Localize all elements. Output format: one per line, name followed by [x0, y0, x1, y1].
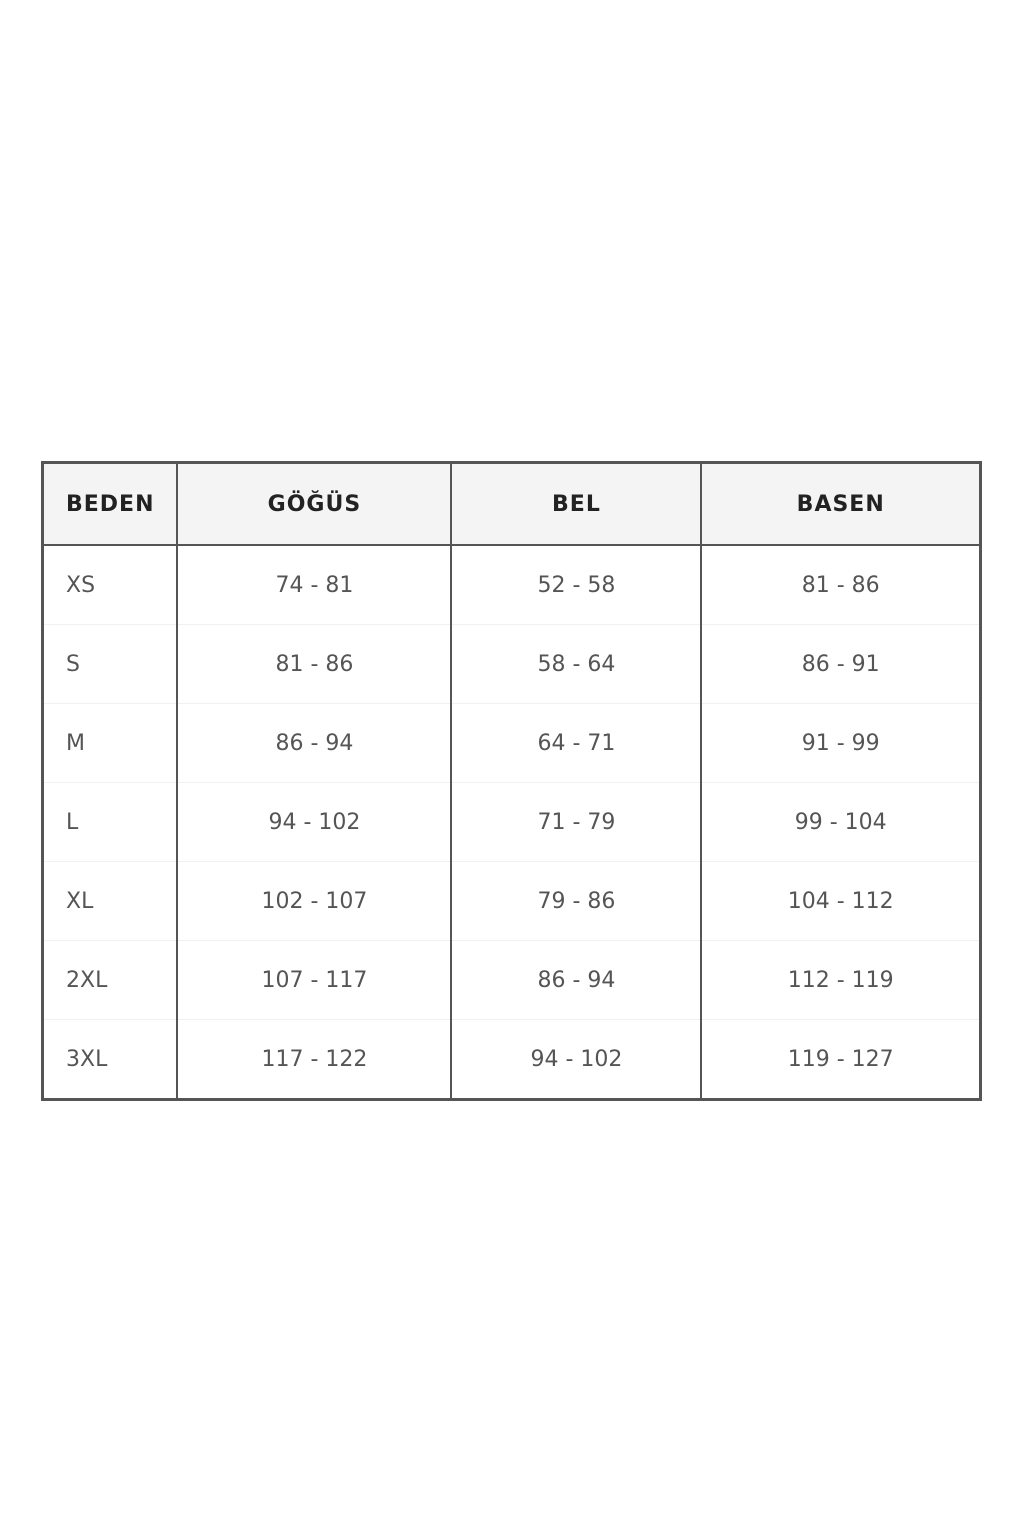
- header-gogus: GÖĞÜS: [176, 462, 453, 546]
- cell-hip: 91 - 99: [700, 703, 982, 783]
- cell-waist: 94 - 102: [450, 1019, 703, 1100]
- cell-hip: 86 - 91: [700, 624, 982, 704]
- cell-chest: 81 - 86: [176, 624, 453, 704]
- table-row: 2XL 107 - 117 86 - 94 112 - 119: [41, 940, 982, 1020]
- cell-chest: 102 - 107: [176, 861, 453, 941]
- header-beden: BEDEN: [41, 462, 179, 546]
- cell-waist: 79 - 86: [450, 861, 703, 941]
- table-row: XS 74 - 81 52 - 58 81 - 86: [41, 545, 982, 625]
- table-row: L 94 - 102 71 - 79 99 - 104: [41, 782, 982, 862]
- cell-waist: 86 - 94: [450, 940, 703, 1020]
- table-row: XL 102 - 107 79 - 86 104 - 112: [41, 861, 982, 941]
- cell-waist: 64 - 71: [450, 703, 703, 783]
- cell-chest: 117 - 122: [176, 1019, 453, 1100]
- table-row: M 86 - 94 64 - 71 91 - 99: [41, 703, 982, 783]
- header-row: BEDEN GÖĞÜS BEL BASEN: [41, 462, 982, 546]
- table-row: S 81 - 86 58 - 64 86 - 91: [41, 624, 982, 704]
- cell-size: 3XL: [41, 1019, 179, 1100]
- cell-hip: 112 - 119: [700, 940, 982, 1020]
- cell-size: XS: [41, 545, 179, 625]
- cell-waist: 52 - 58: [450, 545, 703, 625]
- cell-hip: 104 - 112: [700, 861, 982, 941]
- cell-hip: 99 - 104: [700, 782, 982, 862]
- header-basen: BASEN: [700, 462, 982, 546]
- cell-chest: 107 - 117: [176, 940, 453, 1020]
- cell-hip: 119 - 127: [700, 1019, 982, 1100]
- cell-size: 2XL: [41, 940, 179, 1020]
- cell-chest: 86 - 94: [176, 703, 453, 783]
- cell-size: XL: [41, 861, 179, 941]
- table-row: 3XL 117 - 122 94 - 102 119 - 127: [41, 1019, 982, 1100]
- cell-chest: 74 - 81: [176, 545, 453, 625]
- cell-waist: 58 - 64: [450, 624, 703, 704]
- cell-waist: 71 - 79: [450, 782, 703, 862]
- header-bel: BEL: [450, 462, 703, 546]
- cell-size: L: [41, 782, 179, 862]
- size-chart-table: BEDEN GÖĞÜS BEL BASEN XS 74 - 81 52 - 58 81…: [41, 461, 982, 1101]
- cell-hip: 81 - 86: [700, 545, 982, 625]
- cell-size: S: [41, 624, 179, 704]
- cell-size: M: [41, 703, 179, 783]
- cell-chest: 94 - 102: [176, 782, 453, 862]
